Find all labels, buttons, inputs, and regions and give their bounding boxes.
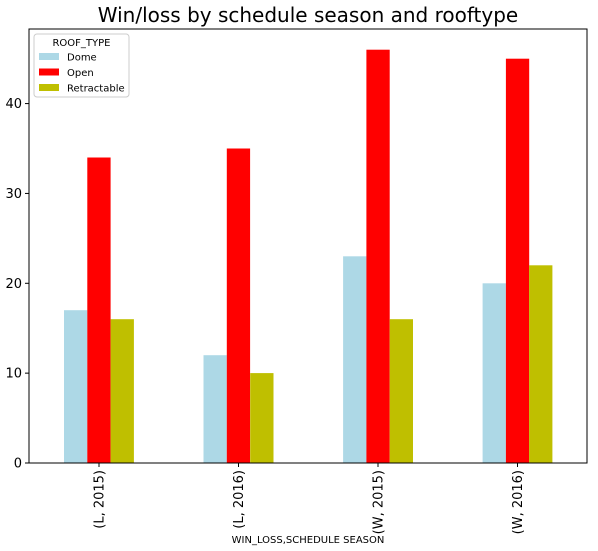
legend-swatch-dome	[39, 53, 59, 60]
legend-swatch-open	[39, 68, 59, 76]
legend-swatch-retractable	[39, 84, 59, 91]
x-tick-label: (W, 2016)	[511, 470, 526, 534]
x-axis: (L, 2015) (L, 2016) (W, 2015) (W, 2016)	[93, 463, 526, 534]
chart-title: Win/loss by schedule season and rooftype	[98, 3, 518, 27]
bars	[64, 49, 553, 463]
bar-retractable-0	[110, 319, 134, 463]
legend-title: ROOF_TYPE	[52, 38, 110, 49]
bar-open-0	[87, 157, 111, 463]
y-axis: 0 10 20 30 40	[5, 97, 29, 472]
plot-area: 0 10 20 30 40 (L, 2015) (L, 2016) (W, 2015) (W,…	[5, 28, 588, 534]
legend-items: Dome Open Retractable	[39, 53, 125, 95]
bar-retractable-3	[529, 265, 553, 463]
y-tick-label: 30	[5, 187, 22, 202]
bar-retractable-2	[389, 319, 413, 463]
legend-label-retractable: Retractable	[67, 84, 125, 95]
legend: ROOF_TYPE Dome Open Retractable	[33, 33, 130, 98]
bar-open-2	[366, 49, 390, 463]
bar-dome-3	[482, 283, 506, 463]
y-tick-label: 10	[5, 367, 22, 382]
legend-label-dome: Dome	[67, 53, 97, 64]
legend-label-open: Open	[67, 68, 94, 79]
x-axis-label: WIN_LOSS,SCHEDULE SEASON	[232, 535, 385, 546]
plot-frame	[28, 28, 588, 464]
y-tick-label: 20	[5, 277, 22, 292]
y-tick-label: 0	[14, 457, 22, 472]
bar-dome-1	[203, 355, 227, 463]
bar-retractable-1	[250, 373, 274, 463]
x-tick-label: (L, 2016)	[232, 470, 247, 529]
bar-open-3	[505, 58, 530, 463]
x-tick-label: (W, 2015)	[372, 470, 387, 534]
bar-open-1	[226, 148, 251, 463]
x-tick-label: (L, 2015)	[93, 470, 108, 529]
y-tick-label: 40	[5, 97, 22, 112]
legend-box	[33, 33, 130, 98]
bar-dome-0	[64, 310, 88, 463]
bar-dome-2	[343, 256, 367, 463]
